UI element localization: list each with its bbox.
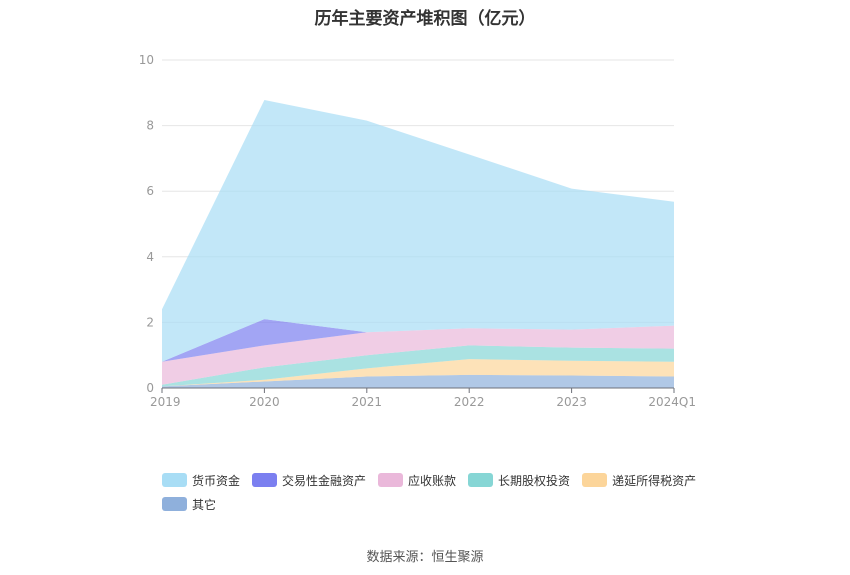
y-tick-label: 0 bbox=[146, 381, 154, 395]
area-series-0 bbox=[162, 374, 674, 388]
chart-title: 历年主要资产堆积图（亿元） bbox=[314, 9, 536, 29]
area-series-4 bbox=[162, 319, 674, 362]
legend-label: 应收账款 bbox=[408, 473, 457, 488]
x-tick-label: 2022 bbox=[454, 395, 485, 409]
legend-label: 其它 bbox=[192, 497, 217, 512]
x-axis bbox=[161, 387, 675, 393]
legend-item[interactable]: 长期股权投资 bbox=[468, 472, 570, 488]
x-tick-label: 2021 bbox=[352, 395, 383, 409]
area-series-3 bbox=[162, 325, 674, 385]
data-source: 数据来源：恒生聚源 bbox=[366, 550, 484, 565]
legend: 货币资金 交易性金融资产 应收账款 长期股权投资 递延所得税资产其它 bbox=[162, 472, 722, 512]
area-series-2 bbox=[162, 345, 674, 387]
y-axis-ticks: 0 2 4 6 8 10 bbox=[139, 53, 154, 395]
legend-label: 货币资金 bbox=[192, 473, 241, 488]
y-tick-label: 4 bbox=[146, 250, 154, 264]
legend-swatch bbox=[378, 473, 404, 487]
legend-item[interactable]: 货币资金 bbox=[162, 472, 240, 488]
legend-item[interactable]: 交易性金融资产 bbox=[252, 472, 366, 488]
y-tick-label: 8 bbox=[146, 119, 154, 133]
legend-label: 递延所得税资产 bbox=[612, 473, 697, 488]
x-tick-label: 2019 bbox=[150, 395, 181, 409]
y-tick-label: 6 bbox=[146, 184, 154, 198]
legend-swatch bbox=[162, 473, 187, 487]
legend-label: 交易性金融资产 bbox=[282, 473, 367, 488]
area-series bbox=[162, 100, 674, 388]
x-tick-label: 2023 bbox=[556, 395, 587, 409]
legend-swatch bbox=[252, 473, 278, 487]
legend-swatch bbox=[162, 497, 187, 511]
y-tick-label: 2 bbox=[146, 315, 154, 329]
legend-item[interactable]: 递延所得税资产 bbox=[582, 472, 696, 488]
legend-item[interactable]: 应收账款 bbox=[378, 472, 456, 488]
area-series-1 bbox=[162, 359, 674, 387]
legend-swatch bbox=[468, 473, 494, 487]
x-tick-label: 2024Q1 bbox=[648, 395, 696, 409]
legend-item[interactable]: 其它 bbox=[162, 496, 216, 512]
legend-swatch bbox=[582, 473, 608, 487]
x-tick-label: 2020 bbox=[249, 395, 280, 409]
legend-label: 长期股权投资 bbox=[498, 473, 571, 488]
area-series-5 bbox=[162, 100, 674, 362]
y-tick-label: 10 bbox=[139, 53, 154, 67]
x-axis-ticks: 2019 2020 2021 2022 2023 2024Q1 bbox=[150, 395, 696, 409]
